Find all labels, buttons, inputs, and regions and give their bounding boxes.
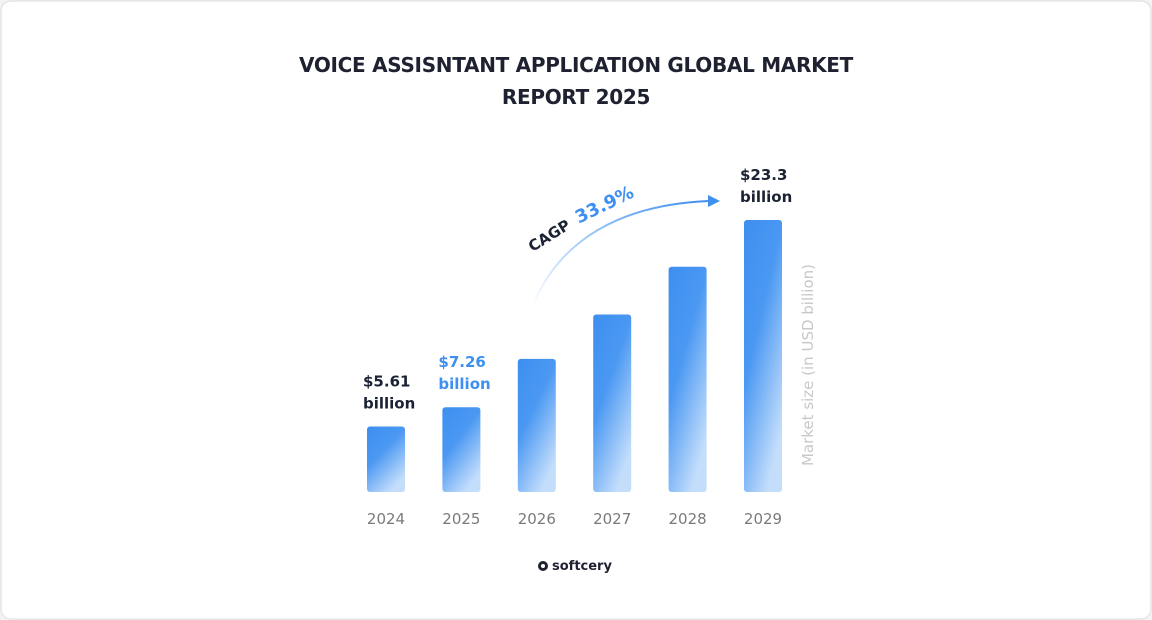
x-tick-label: 2029	[744, 510, 782, 528]
bar	[668, 266, 707, 492]
cagr-arrow	[708, 195, 720, 207]
x-tick-label: 2027	[593, 510, 631, 528]
bar	[744, 220, 782, 492]
brand-logo	[538, 561, 548, 571]
cagr-arc	[532, 200, 709, 306]
x-tick-label: 2024	[367, 510, 405, 528]
value-label: $7.26 billion	[438, 353, 490, 393]
bar	[367, 426, 405, 492]
value-label: $23.3 billion	[740, 166, 792, 206]
value-label: $5.61 billion	[363, 373, 415, 413]
x-tick-label: 2025	[442, 510, 480, 528]
y-axis-label: Market size (in USD billion)	[799, 264, 817, 466]
bar	[593, 314, 632, 492]
bar	[442, 407, 481, 492]
bar	[517, 358, 556, 492]
x-tick-label: 2026	[518, 510, 556, 528]
chart-title: VOICE ASSISNTANT APPLICATION GLOBAL MARK…	[299, 53, 854, 109]
brand: softcery	[552, 559, 612, 574]
x-tick-label: 2028	[669, 510, 707, 528]
